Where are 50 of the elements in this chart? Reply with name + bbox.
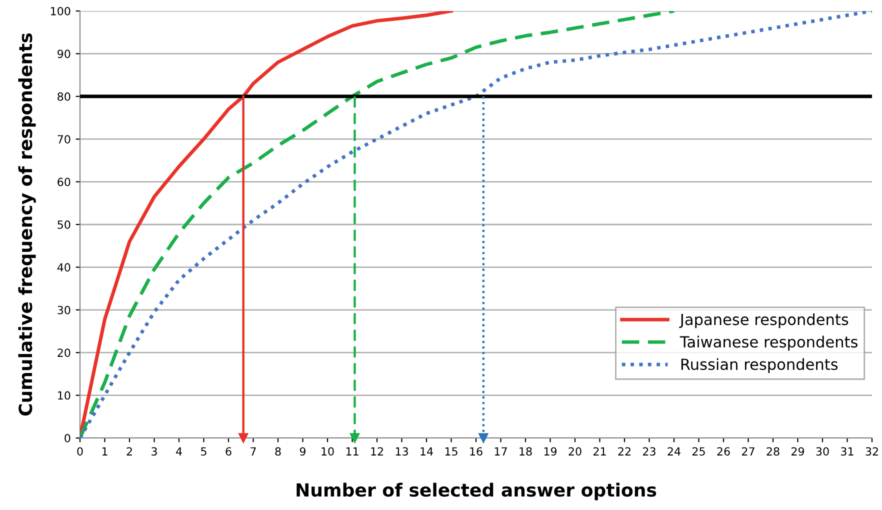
x-tick-label: 18 — [520, 447, 532, 456]
x-tick-label: 16 — [470, 447, 482, 456]
y-tick-label: 60 — [58, 178, 70, 186]
x-tick-label: 27 — [742, 447, 754, 456]
x-tick-label: 7 — [250, 447, 256, 456]
x-tick-label: 26 — [717, 447, 730, 456]
legend-label: Russian respondents — [681, 358, 838, 374]
y-tick-label: 20 — [58, 348, 70, 357]
y-tick-label: 50 — [58, 220, 70, 229]
x-tick-label: 2 — [126, 447, 132, 456]
x-tick-label: 6 — [226, 447, 232, 456]
x-tick-label: 8 — [275, 447, 281, 456]
x-tick-label: 11 — [346, 447, 358, 456]
x-tick-label: 28 — [766, 447, 780, 456]
y-tick-label: 0 — [64, 434, 70, 442]
y-tick-label: 90 — [58, 50, 70, 58]
x-tick-label: 13 — [396, 447, 408, 456]
y-tick-label: 30 — [58, 306, 70, 314]
x-tick-label: 29 — [791, 447, 804, 456]
x-tick-label: 3 — [152, 447, 157, 456]
x-tick-label: 17 — [494, 447, 507, 456]
line-series — [80, 11, 872, 438]
x-tick-label: 5 — [201, 447, 206, 456]
x-tick-label: 24 — [668, 447, 680, 456]
x-tick-label: 20 — [568, 447, 582, 456]
x-tick-label: 31 — [841, 447, 854, 456]
x-tick-label: 10 — [322, 447, 334, 456]
x-axis-title: Number of selected answer options — [296, 482, 656, 500]
x-tick-label: 30 — [816, 447, 829, 456]
x-tick-label: 25 — [692, 447, 705, 456]
legend-label: Taiwanese respondents — [680, 336, 858, 351]
x-tick-label: 12 — [371, 447, 383, 456]
x-tick-label: 22 — [618, 447, 630, 456]
x-tick-label: 21 — [593, 447, 606, 456]
x-tick-label: 32 — [866, 447, 878, 456]
y-tick-label: 100 — [50, 6, 70, 16]
x-tick-label: 9 — [300, 447, 306, 456]
x-tick-label: 14 — [420, 447, 433, 456]
y-axis-title: Cumulative frequency of respondents — [18, 33, 36, 416]
x-tick-label: 0 — [77, 447, 83, 456]
y-tick-label: 80 — [58, 92, 70, 101]
x-tick-label: 23 — [642, 447, 656, 456]
x-tick-label: 4 — [176, 447, 182, 456]
legend-label: Japanese respondents — [679, 313, 848, 328]
x-tick-label: 19 — [544, 447, 557, 456]
x-tick-label: 15 — [445, 447, 458, 456]
y-tick-label: 70 — [58, 135, 70, 144]
x-tick-label: 1 — [102, 447, 108, 456]
y-tick-label: 10 — [58, 391, 70, 400]
y-tick-label: 40 — [57, 263, 70, 272]
